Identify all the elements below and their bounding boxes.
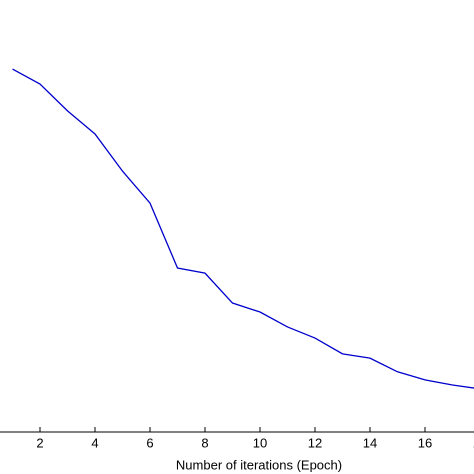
x-axis-label: Number of iterations (Epoch) xyxy=(176,457,342,472)
x-tick-label: 4 xyxy=(91,435,98,450)
x-tick-label: 12 xyxy=(308,435,322,450)
x-tick-label: 8 xyxy=(201,435,208,450)
line-series xyxy=(12,68,474,389)
x-tick-label: 16 xyxy=(418,435,432,450)
x-tick-label: 6 xyxy=(146,435,153,450)
x-tick-label: 14 xyxy=(363,435,377,450)
x-tick-label: 2 xyxy=(36,435,43,450)
x-tick-label: 18 xyxy=(473,435,474,450)
x-tick-label: 10 xyxy=(253,435,267,450)
